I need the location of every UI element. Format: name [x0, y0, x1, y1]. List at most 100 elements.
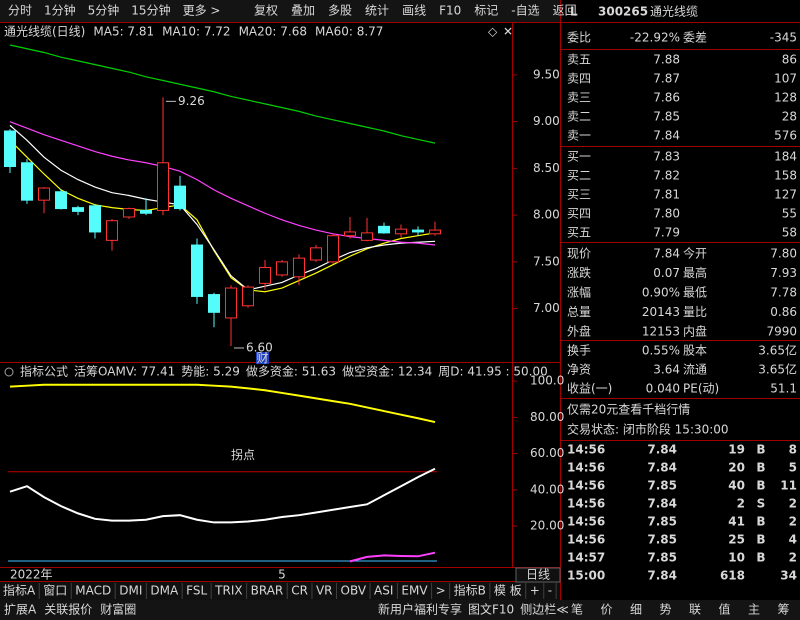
- status-tab[interactable]: 财富圈: [100, 602, 136, 617]
- side-tab[interactable]: 价: [600, 603, 612, 617]
- tick-volume: 618: [720, 569, 745, 583]
- toolbar-button[interactable]: 标记: [474, 4, 498, 18]
- toolbar-button[interactable]: 返回: [553, 4, 577, 18]
- indicator-tab[interactable]: OBV: [341, 584, 367, 598]
- field-value: 12153: [642, 325, 680, 339]
- status-tab[interactable]: 图文F10: [468, 602, 514, 617]
- side-tab[interactable]: 细: [630, 603, 642, 617]
- tick-volume: 40: [728, 479, 745, 493]
- side-tab[interactable]: 势: [659, 603, 671, 617]
- toolbar-button[interactable]: 1分钟: [44, 3, 76, 18]
- side-tab[interactable]: 笔: [571, 602, 583, 617]
- close-icon[interactable]: ✕: [503, 25, 513, 39]
- promo[interactable]: 仅需20元查看千档行情: [567, 403, 690, 417]
- indicator-tab[interactable]: ASI: [374, 584, 393, 598]
- indicator-tab[interactable]: 指标B: [454, 583, 486, 598]
- toolbar-button[interactable]: 画线: [402, 4, 426, 18]
- toolbar-button[interactable]: 分时: [8, 4, 32, 18]
- side-tab[interactable]: 筹: [777, 603, 789, 617]
- book-label: 买五: [567, 226, 591, 240]
- toolbar-button[interactable]: 叠加: [291, 4, 315, 18]
- period-label[interactable]: 日线: [526, 568, 550, 582]
- status-tab[interactable]: 新用户福利专享: [378, 602, 462, 617]
- status-tab[interactable]: 侧边栏≪: [520, 602, 569, 617]
- toolbar-button[interactable]: 15分钟: [131, 3, 170, 18]
- book-label: 买三: [567, 188, 591, 202]
- field-value: 7.93: [770, 266, 797, 280]
- field-value: 7.84: [653, 247, 680, 261]
- book-volume: 158: [774, 169, 797, 183]
- indicator-tab[interactable]: VR: [316, 584, 333, 598]
- indicator-tab[interactable]: >: [436, 584, 446, 598]
- side-tab[interactable]: 主: [748, 603, 760, 617]
- status-tab[interactable]: 扩展A: [4, 603, 37, 617]
- tick-price: 7.85: [647, 533, 677, 547]
- tick-price: 7.84: [647, 443, 677, 457]
- field-label: 内盘: [683, 324, 707, 339]
- y-tick-label: 40.00: [530, 482, 564, 496]
- indicator-tab[interactable]: -: [548, 584, 552, 598]
- indicator-legend: 势能: 5.29: [181, 365, 240, 379]
- tick-volume: 10: [728, 551, 745, 565]
- candle-body: [191, 244, 203, 297]
- y-tick-label: 20.00: [530, 519, 564, 533]
- book-price: 7.85: [653, 110, 680, 124]
- toolbar-button[interactable]: 5分钟: [88, 3, 120, 18]
- indicator-tab[interactable]: EMV: [401, 584, 428, 598]
- toolbar-button[interactable]: 更多 >: [183, 4, 221, 18]
- tick-time: 14:57: [567, 551, 605, 565]
- book-price: 7.80: [653, 207, 680, 221]
- formula-icon[interactable]: [4, 367, 14, 377]
- indicator-tab[interactable]: DMI: [119, 584, 142, 598]
- field-label: 今开: [683, 246, 707, 261]
- book-label: 买二: [567, 169, 591, 183]
- indicator-title[interactable]: 指标公式: [20, 364, 68, 379]
- field-value: 0.86: [770, 305, 797, 319]
- indicator-tab[interactable]: CR: [291, 584, 308, 598]
- y-tick-label: 7.50: [533, 254, 560, 268]
- tick-side: B: [756, 551, 765, 565]
- indicator-tab[interactable]: 模 板: [494, 584, 522, 598]
- indicator-tab[interactable]: TRIX: [214, 584, 242, 598]
- indicator-tab[interactable]: BRAR: [251, 584, 284, 598]
- indicator-tab[interactable]: MACD: [75, 584, 111, 598]
- book-label: 买四: [567, 207, 591, 221]
- trade-status: 交易状态: 闭市阶段 15:30:00: [567, 422, 729, 437]
- candle-body: [4, 130, 16, 168]
- annotation: 9.26: [178, 94, 205, 108]
- field-value: 0.07: [653, 266, 680, 280]
- ma-line: [9, 124, 436, 291]
- toolbar-button[interactable]: 复权: [254, 4, 278, 18]
- toolbar-button[interactable]: F10: [439, 4, 461, 18]
- tick-side: B: [756, 443, 765, 457]
- status-tab[interactable]: 关联报价: [44, 602, 92, 617]
- tick-volume: 41: [728, 515, 745, 529]
- book-volume: 127: [774, 188, 797, 202]
- tick-time: 14:56: [567, 515, 605, 529]
- side-tab[interactable]: 联: [689, 603, 701, 617]
- y-tick-label: 9.50: [533, 67, 560, 81]
- tick-count: 4: [789, 533, 797, 547]
- legend-item: MA20: 7.68: [239, 25, 307, 39]
- indicator-tab[interactable]: 指标A: [3, 583, 36, 598]
- legend-item: MA60: 8.77: [315, 25, 383, 39]
- indicator-tab[interactable]: FSL: [186, 584, 207, 598]
- indicator-tab[interactable]: 窗口: [43, 584, 67, 598]
- book-volume: 58: [782, 226, 797, 240]
- toolbar-button[interactable]: 多股: [328, 4, 352, 18]
- field-label: 委差: [683, 31, 707, 45]
- field-label: 净资: [567, 363, 591, 377]
- indicator-tab[interactable]: +: [530, 584, 540, 598]
- toolbar-button[interactable]: -自选: [511, 4, 539, 18]
- market-flag: L: [570, 5, 578, 19]
- toolbar-button[interactable]: 统计: [365, 4, 389, 18]
- field-label: 委比: [567, 31, 591, 45]
- indicator-tab[interactable]: DMA: [150, 584, 179, 598]
- tick-count: 34: [780, 569, 797, 583]
- tick-time: 14:56: [567, 533, 605, 547]
- tick-time: 14:56: [567, 461, 605, 475]
- candle-body: [174, 185, 186, 210]
- side-tab[interactable]: 值: [718, 602, 730, 617]
